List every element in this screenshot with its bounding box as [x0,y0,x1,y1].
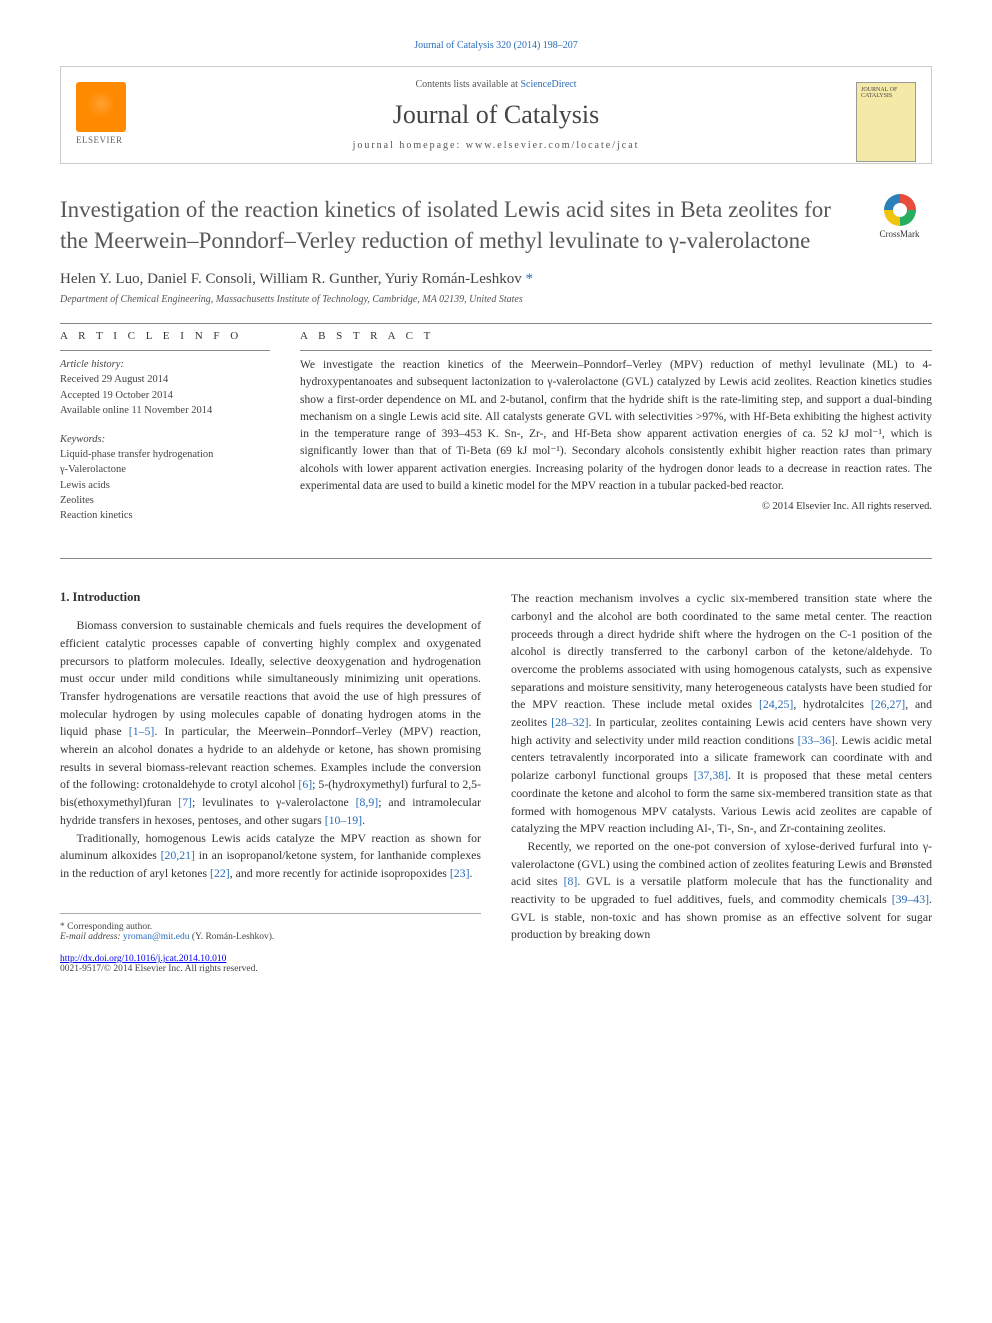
ref-link[interactable]: [37,38] [694,768,728,782]
authors-line: Helen Y. Luo, Daniel F. Consoli, William… [60,271,932,288]
ref-link[interactable]: [1–5] [129,724,155,738]
keyword: Liquid-phase transfer hydrogenation [60,447,270,462]
body-text-right: The reaction mechanism involves a cyclic… [511,590,932,944]
body-columns: 1. Introduction Biomass conversion to su… [60,590,932,944]
doi-link[interactable]: http://dx.doi.org/10.1016/j.jcat.2014.10… [60,954,226,964]
divider [60,558,932,559]
accepted-date: Accepted 19 October 2014 [60,388,270,403]
ref-link[interactable]: [33–36] [798,733,835,747]
body-text-left: Biomass conversion to sustainable chemic… [60,617,481,882]
crossmark-icon [884,194,916,226]
ref-link[interactable]: [8,9] [356,795,379,809]
keywords-label: Keywords: [60,432,270,447]
history-label: Article history: [60,357,270,372]
ref-link[interactable]: [23] [450,866,470,880]
article-info-block: Article history: Received 29 August 2014… [60,357,270,523]
journal-cover-thumb: JOURNAL OF CATALYSIS [856,82,916,162]
para-text: . [362,813,365,827]
ref-link[interactable]: [26,27] [871,697,905,711]
article-title: Investigation of the reaction kinetics o… [60,194,847,256]
corresponding-mark[interactable]: * [525,271,533,287]
authors-text: Helen Y. Luo, Daniel F. Consoli, William… [60,271,525,287]
page: Journal of Catalysis 320 (2014) 198–207 … [0,0,992,1014]
body-col-right: The reaction mechanism involves a cyclic… [511,590,932,944]
ref-link[interactable]: [20,21] [161,848,195,862]
elsevier-text: ELSEVIER [76,135,136,145]
para-text: The reaction mechanism involves a cyclic… [511,591,932,711]
para-text: , and more recently for actinide isoprop… [230,866,450,880]
sciencedirect-link[interactable]: ScienceDirect [520,79,576,90]
abstract-label: A B S T R A C T [300,330,932,342]
abstract-column: A B S T R A C T We investigate the react… [300,330,932,523]
article-info-label: A R T I C L E I N F O [60,330,270,342]
title-row: Investigation of the reaction kinetics o… [60,194,932,256]
abstract-copyright: © 2014 Elsevier Inc. All rights reserved… [300,501,932,512]
abstract-text: We investigate the reaction kinetics of … [300,357,932,495]
journal-citation-link[interactable]: Journal of Catalysis 320 (2014) 198–207 [414,40,578,51]
header-citation: Journal of Catalysis 320 (2014) 198–207 [60,40,932,51]
para-text: , hydrotalcites [793,697,870,711]
email-suffix: (Y. Román-Leshkov). [190,932,275,942]
elsevier-logo: ELSEVIER [76,82,136,152]
ref-link[interactable]: [28–32] [551,715,588,729]
affiliation: Department of Chemical Engineering, Mass… [60,294,932,305]
para-text: . [470,866,473,880]
email-link[interactable]: yroman@mit.edu [123,932,190,942]
keyword: Reaction kinetics [60,508,270,523]
journal-header-box: ELSEVIER JOURNAL OF CATALYSIS Contents l… [60,66,932,164]
contents-lists-line: Contents lists available at ScienceDirec… [81,79,911,90]
crossmark-badge[interactable]: CrossMark [867,194,932,239]
keyword: Lewis acids [60,478,270,493]
ref-link[interactable]: [24,25] [759,697,793,711]
ref-link[interactable]: [10–19] [325,813,362,827]
corresponding-author-label: * Corresponding author. [60,922,481,932]
article-info-column: A R T I C L E I N F O Article history: R… [60,330,270,523]
ref-link[interactable]: [39–43] [892,892,929,906]
received-date: Received 29 August 2014 [60,372,270,387]
keyword: Zeolites [60,493,270,508]
intro-heading: 1. Introduction [60,590,481,605]
issn-copyright: 0021-9517/© 2014 Elsevier Inc. All right… [60,964,932,974]
journal-name: Journal of Catalysis [81,100,911,130]
divider [300,350,932,351]
info-abstract-row: A R T I C L E I N F O Article history: R… [60,330,932,523]
ref-link[interactable]: [6] [298,777,312,791]
keyword: γ-Valerolactone [60,462,270,477]
elsevier-tree-icon [76,82,126,132]
crossmark-label: CrossMark [867,229,932,239]
ref-link[interactable]: [8] [564,874,578,888]
footer-corresponding: * Corresponding author. E-mail address: … [60,913,481,942]
footer-bottom: http://dx.doi.org/10.1016/j.jcat.2014.10… [60,954,932,974]
online-date: Available online 11 November 2014 [60,403,270,418]
divider [60,350,270,351]
body-col-left: 1. Introduction Biomass conversion to su… [60,590,481,944]
divider [60,323,932,324]
journal-homepage: journal homepage: www.elsevier.com/locat… [81,140,911,151]
email-label: E-mail address: [60,932,123,942]
ref-link[interactable]: [22] [210,866,230,880]
para-text: ; levulinates to γ-valerolactone [192,795,356,809]
ref-link[interactable]: [7] [178,795,192,809]
para-text: Biomass conversion to sustainable chemic… [60,618,481,738]
contents-lists-text: Contents lists available at [415,79,520,90]
